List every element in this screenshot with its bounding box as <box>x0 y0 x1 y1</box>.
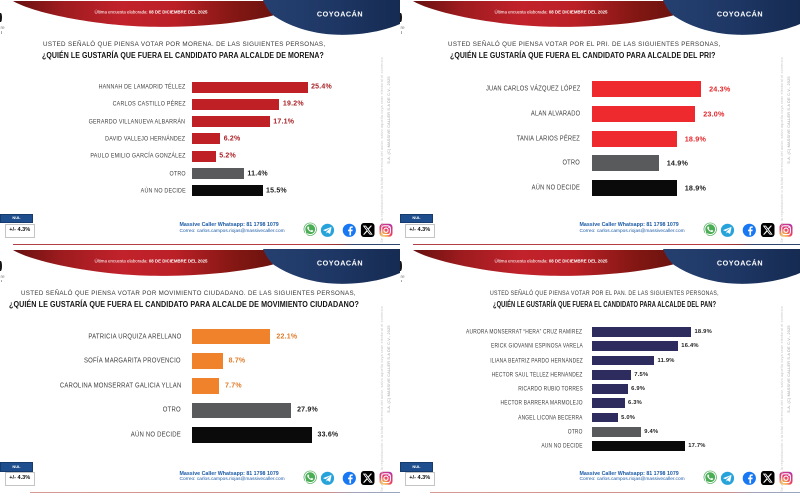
svg-text:Última encuesta elaborada: 08: Última encuesta elaborada: 08 DE DICIEMB… <box>495 257 608 264</box>
svg-text:COYOACÁN: COYOACÁN <box>717 258 763 267</box>
svg-text:Última encuesta elaborada: 08: Última encuesta elaborada: 08 DE DICIEMB… <box>95 257 208 264</box>
svg-text:COYOACÁN: COYOACÁN <box>717 10 763 19</box>
svg-text:Última encuesta elaborada: 08: Última encuesta elaborada: 08 DE DICIEMB… <box>495 8 608 15</box>
svg-text:COYOACÁN: COYOACÁN <box>317 258 363 267</box>
svg-text:Última encuesta elaborada: 08: Última encuesta elaborada: 08 DE DICIEMB… <box>95 8 208 15</box>
svg-text:COYOACÁN: COYOACÁN <box>317 10 363 19</box>
